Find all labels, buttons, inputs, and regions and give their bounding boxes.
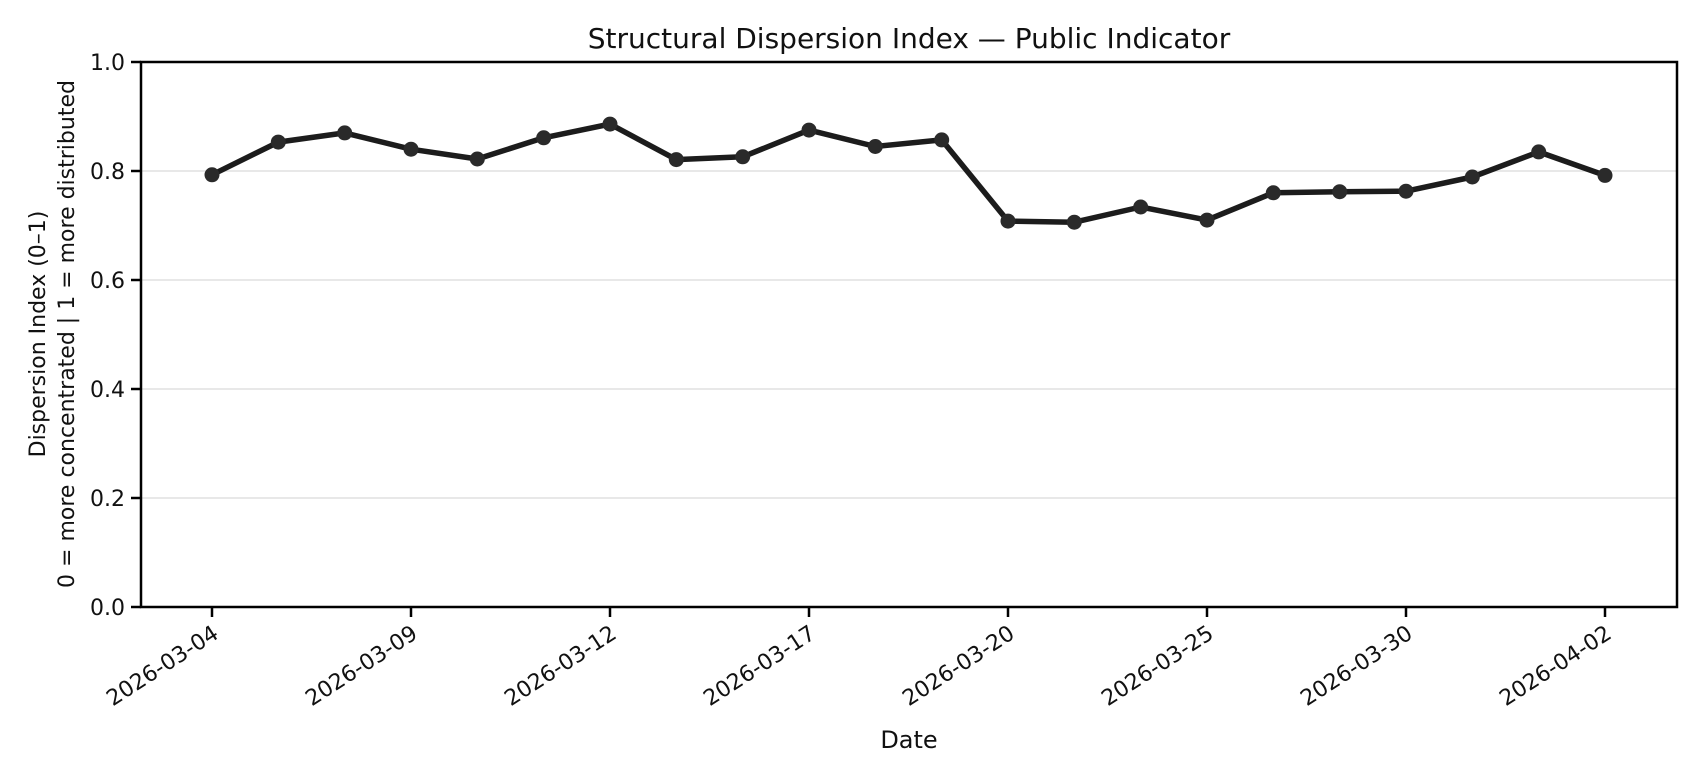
x-tick-label: 2026-03-17 [699, 621, 820, 712]
data-point-marker [270, 134, 286, 150]
data-point-marker [1066, 214, 1082, 230]
chart-title: Structural Dispersion Index — Public Ind… [587, 22, 1231, 55]
data-point-marker [337, 125, 353, 141]
data-point-marker [1199, 212, 1215, 228]
data-line [209, 121, 1608, 225]
data-point-marker [1531, 144, 1547, 160]
data-point-marker [735, 149, 751, 165]
data-point-marker [602, 116, 618, 132]
data-point-marker [1464, 169, 1480, 185]
data-point-marker [469, 151, 485, 167]
x-tick-label: 2026-03-04 [102, 621, 223, 712]
data-point-marker [1398, 183, 1414, 199]
x-tick-label: 2026-04-02 [1495, 621, 1616, 712]
axes-spines [139, 60, 1679, 609]
x-tick-label: 2026-03-25 [1097, 621, 1218, 712]
data-point-marker [867, 139, 883, 154]
data-point-marker [801, 122, 817, 138]
data-point-marker [1265, 185, 1281, 201]
data-point-marker [1597, 167, 1613, 183]
y-tick-label: 0.6 [90, 269, 125, 294]
data-point-marker [668, 152, 684, 168]
data-point-marker [934, 132, 950, 148]
x-tick-label: 2026-03-30 [1296, 621, 1417, 712]
y-tick-label: 0.0 [90, 596, 125, 621]
data-point-marker [1332, 184, 1348, 200]
x-tick-label: 2026-03-20 [898, 621, 1019, 712]
y-tick-label: 0.2 [90, 487, 125, 512]
data-point-marker [1133, 199, 1149, 215]
x-axis-label: Date [880, 726, 938, 754]
data-point-marker [536, 130, 552, 146]
y-tick-label: 0.4 [90, 378, 125, 403]
y-tick-label: 0.8 [90, 160, 125, 185]
x-tick-label: 2026-03-09 [301, 621, 422, 712]
data-point-marker [403, 141, 419, 157]
data-point-marker [1000, 213, 1016, 229]
x-tick-label: 2026-03-12 [500, 621, 621, 712]
data-point-marker [204, 167, 220, 183]
y-tick-label: 1.0 [90, 51, 125, 76]
